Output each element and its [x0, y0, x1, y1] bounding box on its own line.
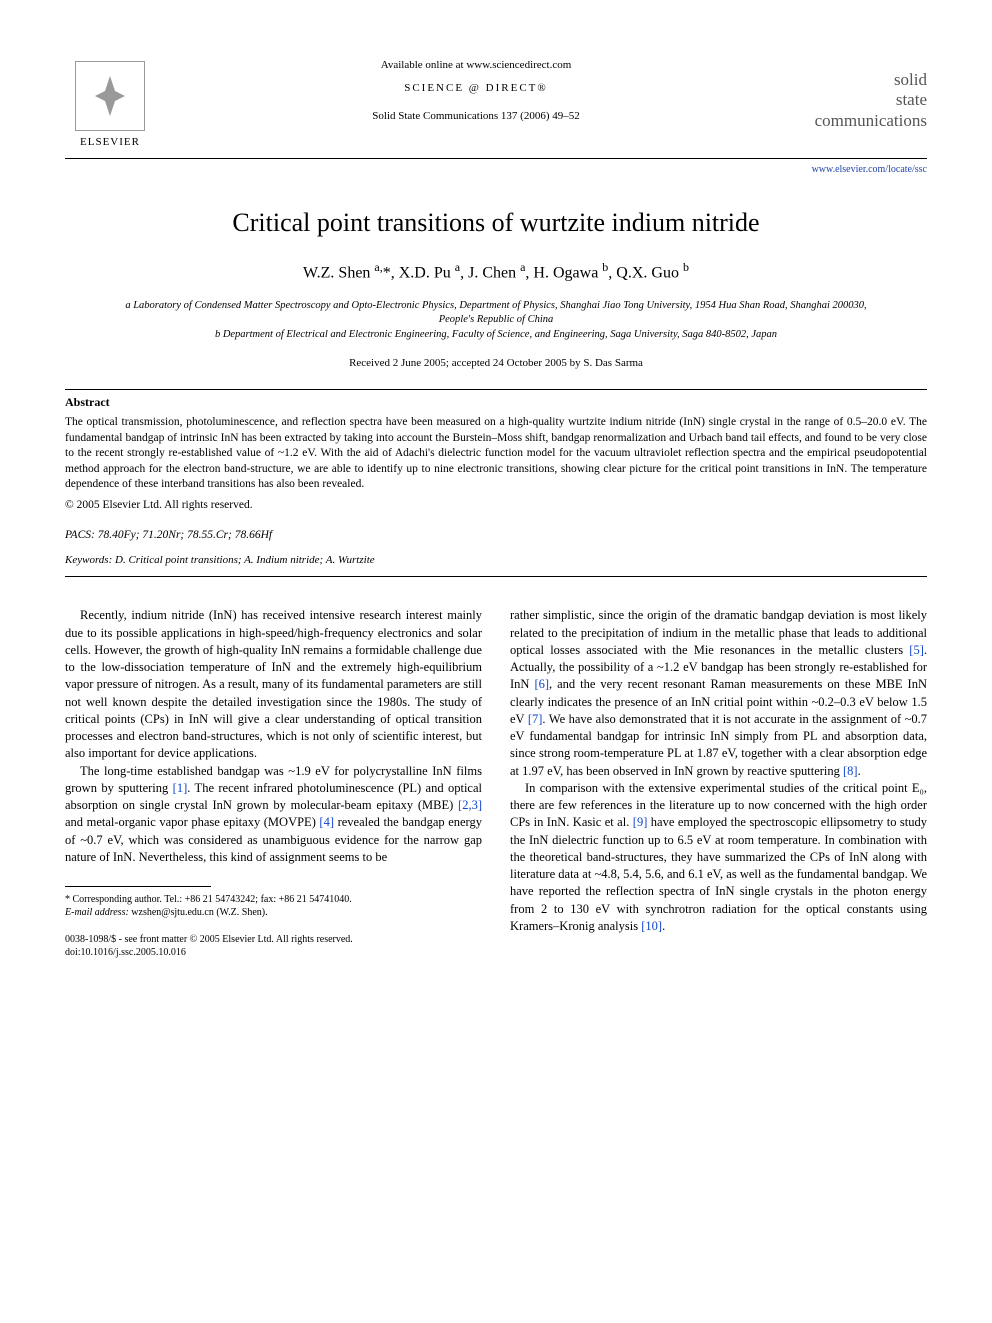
keywords-line: Keywords: D. Critical point transitions;… [65, 553, 927, 568]
authors-line: W.Z. Shen a,*, X.D. Pu a, J. Chen a, H. … [65, 259, 927, 285]
citation-link[interactable]: [4] [319, 815, 334, 829]
body-text: . [662, 919, 665, 933]
center-header: Available online at www.sciencedirect.co… [155, 50, 797, 124]
abstract-rule-bottom [65, 576, 927, 577]
affiliation-b: b Department of Electrical and Electroni… [125, 328, 867, 342]
body-paragraph: rather simplistic, since the origin of t… [510, 607, 927, 780]
body-paragraph: Recently, indium nitride (InN) has recei… [65, 607, 482, 762]
elsevier-logo: ELSEVIER [65, 50, 155, 150]
science-direct-logo: SCIENCE @ DIRECT® [155, 81, 797, 96]
body-text: have employed the spectroscopic ellipsom… [510, 815, 927, 933]
abstract-rule-top [65, 389, 927, 390]
journal-name-line3: communications [797, 111, 927, 131]
available-online-text: Available online at www.sciencedirect.co… [155, 58, 797, 73]
issn-line: 0038-1098/$ - see front matter © 2005 El… [65, 933, 482, 946]
doi-line: doi:10.1016/j.ssc.2005.10.016 [65, 946, 482, 959]
elsevier-label: ELSEVIER [80, 135, 140, 150]
header-row: ELSEVIER Available online at www.science… [65, 50, 927, 150]
email-label: E-mail address: [65, 907, 129, 918]
citation-link[interactable]: [1] [173, 781, 188, 795]
abstract-text: The optical transmission, photoluminesce… [65, 415, 927, 493]
email-address[interactable]: wzshen@sjtu.edu.cn (W.Z. Shen). [131, 907, 267, 918]
citation-link[interactable]: [5] [909, 643, 924, 657]
citation-link[interactable]: [2,3] [458, 798, 482, 812]
received-line: Received 2 June 2005; accepted 24 Octobe… [65, 356, 927, 371]
citation-link[interactable]: [8] [843, 764, 858, 778]
body-text: . We have also demonstrated that it is n… [510, 712, 927, 778]
body-paragraph: The long-time established bandgap was ~1… [65, 763, 482, 867]
abstract-heading: Abstract [65, 394, 927, 411]
header-rule-top [65, 158, 927, 159]
right-column: rather simplistic, since the origin of t… [510, 607, 927, 959]
corresponding-author-footnote: * Corresponding author. Tel.: +86 21 547… [65, 893, 482, 906]
abstract-copyright: © 2005 Elsevier Ltd. All rights reserved… [65, 497, 927, 513]
email-footnote: E-mail address: wzshen@sjtu.edu.cn (W.Z.… [65, 906, 482, 919]
journal-reference: Solid State Communications 137 (2006) 49… [155, 109, 797, 124]
body-text: rather simplistic, since the origin of t… [510, 608, 927, 657]
body-text: . [858, 764, 861, 778]
footnote-separator [65, 886, 211, 887]
body-paragraph: In comparison with the extensive experim… [510, 780, 927, 935]
citation-link[interactable]: [7] [528, 712, 543, 726]
citation-link[interactable]: [10] [641, 919, 662, 933]
left-column: Recently, indium nitride (InN) has recei… [65, 607, 482, 959]
pacs-line: PACS: 78.40Fy; 71.20Nr; 78.55.Cr; 78.66H… [65, 527, 927, 543]
elsevier-tree-icon [75, 61, 145, 131]
journal-url[interactable]: www.elsevier.com/locate/ssc [65, 163, 927, 177]
body-text: and metal-organic vapor phase epitaxy (M… [65, 815, 319, 829]
affiliation-a: a Laboratory of Condensed Matter Spectro… [125, 299, 867, 326]
journal-name-line1: solid [797, 70, 927, 90]
citation-link[interactable]: [9] [633, 815, 648, 829]
journal-logo: solid state communications [797, 50, 927, 131]
journal-name-line2: state [797, 90, 927, 110]
body-columns: Recently, indium nitride (InN) has recei… [65, 607, 927, 959]
article-title: Critical point transitions of wurtzite i… [65, 205, 927, 241]
citation-link[interactable]: [6] [534, 677, 549, 691]
